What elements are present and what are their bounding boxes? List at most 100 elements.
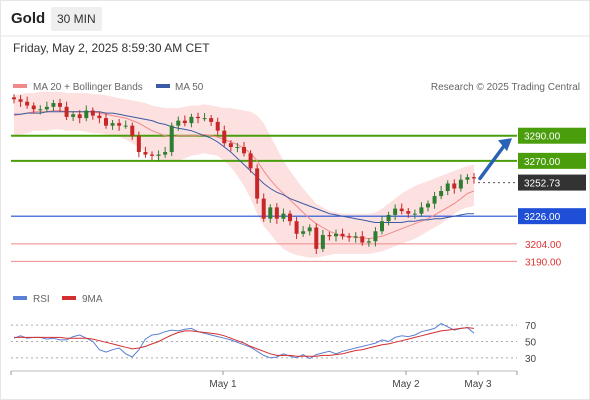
candle-body [366, 241, 371, 243]
legend-swatch-rsi [13, 296, 27, 300]
candle-body [320, 235, 325, 249]
candle-body [432, 196, 437, 204]
forecast-arrow [478, 138, 512, 181]
candle-body [143, 152, 148, 155]
price-level-tags: 3290.00 3270.00 3252.73 3226.00 3204.00 3190.… [518, 127, 586, 268]
candle-body [12, 97, 16, 100]
instrument-title: Gold [11, 10, 46, 27]
legend-swatch-rsi-ma [62, 296, 76, 300]
candle-body [353, 236, 358, 238]
candle-body [104, 118, 108, 126]
candle-body [347, 236, 352, 238]
candle-body [307, 227, 312, 232]
level-label: 3204.00 [525, 240, 562, 251]
level-tag-price [518, 174, 586, 191]
candle-body [360, 236, 365, 243]
candle-body [452, 183, 457, 189]
ma50-line [14, 111, 474, 223]
candle-body [248, 153, 253, 169]
level-tag-support [518, 208, 586, 225]
legend-label-rsi: RSI [33, 294, 50, 305]
candle-body [281, 213, 286, 219]
x-axis-ticks: May 1 May 2 May 3 [10, 371, 518, 390]
candle-body [169, 125, 174, 153]
candle-body [301, 231, 306, 234]
candle-body [274, 207, 279, 219]
timestamp: Friday, May 2, 2025 8:59:30 AM CET [13, 41, 210, 55]
candle-body [439, 191, 444, 197]
rsi-tick-label: 30 [525, 354, 537, 365]
candle-body [44, 106, 49, 110]
candle-body [380, 221, 384, 232]
legend-label-ma50: MA 50 [175, 82, 204, 93]
candle-body [215, 121, 220, 131]
candle-body [288, 213, 292, 222]
level-label: 3190.00 [525, 257, 562, 268]
bollinger-band-area [14, 91, 474, 258]
candle-body [255, 168, 260, 199]
candle-body [90, 110, 95, 116]
level-tag-resistance [518, 127, 586, 144]
candle-body [110, 123, 115, 126]
candle-body [163, 152, 168, 155]
rsi-grid: 30 50 70 [11, 321, 537, 365]
candle-body [31, 105, 36, 110]
timeframe-badge[interactable]: 30 MIN [51, 7, 102, 31]
candle-body [38, 109, 43, 111]
candle-body [472, 177, 476, 179]
candle-body [130, 125, 135, 136]
rsi-tick-label: 50 [525, 338, 537, 349]
candle-body [327, 235, 332, 237]
candle-body [176, 120, 181, 126]
candle-body [117, 123, 122, 126]
x-tick-label: May 2 [392, 379, 420, 390]
level-label: 3270.00 [524, 157, 561, 168]
candle-body [465, 177, 470, 180]
candle-body [51, 103, 56, 107]
forecast-arrow-shaft [478, 141, 508, 181]
candle-body [426, 203, 430, 208]
candle-body [235, 147, 240, 149]
candle-body [189, 116, 194, 124]
candle-body [71, 114, 76, 117]
candle-body [156, 154, 161, 156]
candle-body [97, 115, 102, 119]
chart-header: Gold 30 MIN [0, 0, 590, 36]
candle-body [386, 214, 391, 222]
candle-body [228, 143, 233, 148]
x-tick-label: May 1 [209, 379, 237, 390]
source-credit: Research © 2025 Trading Central [431, 82, 580, 93]
legend-price: MA 20 + Bollinger Bands MA 50 [13, 82, 204, 93]
candle-body [64, 106, 69, 117]
candle-body [84, 110, 89, 119]
candle-body [419, 207, 424, 214]
candle-body [242, 147, 246, 154]
candle-body [202, 118, 207, 120]
candle-body [196, 116, 200, 119]
rsi-lines [13, 322, 475, 360]
x-tick-label: May 3 [464, 379, 492, 390]
rsi-line [13, 322, 475, 360]
candle-body [182, 120, 187, 124]
candlesticks [12, 94, 476, 255]
candle-body [334, 233, 338, 237]
legend-label-ma20: MA 20 + Bollinger Bands [33, 82, 143, 93]
candle-body [406, 211, 411, 214]
bollinger-bands [14, 91, 474, 258]
level-label: 3226.00 [524, 212, 561, 223]
candle-body [77, 114, 82, 119]
rsi-ma-line [14, 327, 475, 357]
candle-body [261, 198, 266, 219]
candle-body [150, 154, 154, 156]
forecast-arrow-head [498, 138, 512, 152]
legend-label-rsi-ma: 9MA [82, 294, 103, 305]
legend-swatch-ma50 [156, 84, 170, 88]
candle-body [445, 183, 450, 192]
candle-body [18, 99, 23, 102]
candle-body [58, 103, 62, 107]
level-label: 3290.00 [524, 132, 561, 143]
candle-body [314, 227, 319, 249]
candle-body [412, 213, 417, 215]
candle-body [294, 221, 299, 234]
